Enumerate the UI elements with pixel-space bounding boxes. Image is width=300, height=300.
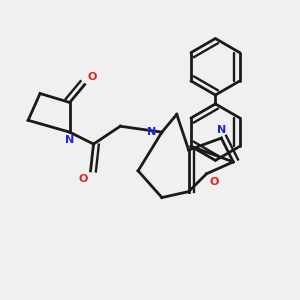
Text: N: N xyxy=(217,125,226,135)
Text: N: N xyxy=(147,127,156,137)
Text: O: O xyxy=(209,177,219,187)
Text: O: O xyxy=(78,174,88,184)
Text: O: O xyxy=(88,72,97,82)
Text: N: N xyxy=(65,135,74,145)
